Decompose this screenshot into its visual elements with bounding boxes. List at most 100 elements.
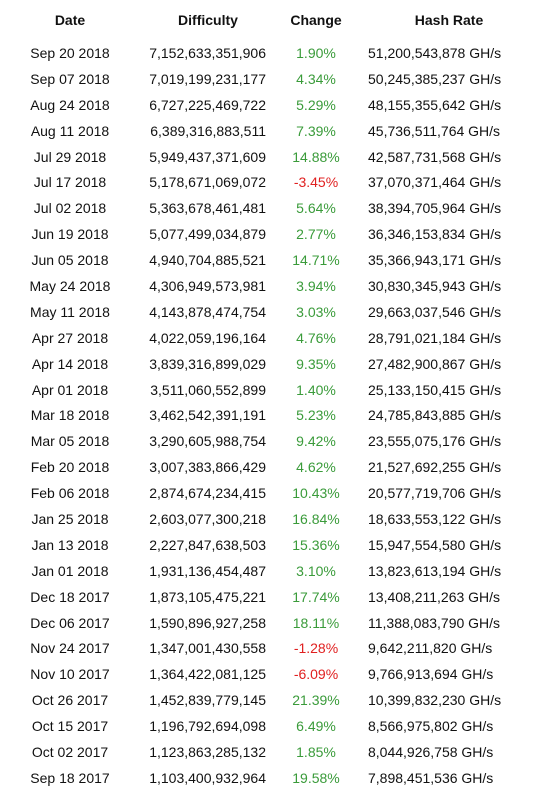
date-cell: Apr 01 2018 <box>31 381 109 398</box>
difficulty-cell: 2,603,077,300,218 <box>149 510 266 527</box>
table-row: Oct 26 2017 1,452,839,779,145 21.39% 10,399… <box>0 687 542 713</box>
hash-rate-cell: 35,366,943,171 GH/s <box>368 252 502 269</box>
date-cell: Oct 02 2017 <box>31 743 109 760</box>
table-row: Apr 27 2018 4,022,059,196,164 4.76% 28,791,… <box>0 325 542 351</box>
date-cell: Jan 01 2018 <box>31 562 109 579</box>
difficulty-cell: 3,290,605,988,754 <box>149 433 266 450</box>
difficulty-cell: 7,152,633,351,906 <box>149 44 266 61</box>
table-row: Feb 06 2018 2,874,674,234,415 10.43% 20,577… <box>0 480 542 506</box>
difficulty-cell: 1,590,896,927,258 <box>149 614 266 631</box>
date-cell: May 11 2018 <box>30 303 110 320</box>
table-row: Jan 25 2018 2,603,077,300,218 16.84% 18,633… <box>0 506 542 532</box>
hash-rate-cell: 8,044,926,758 GH/s <box>368 743 494 760</box>
hash-rate-cell: 36,346,153,834 GH/s <box>368 226 502 243</box>
hash-rate-cell: 20,577,719,706 GH/s <box>368 485 502 502</box>
date-cell: Sep 20 2018 <box>30 44 110 61</box>
column-header-date: Date <box>54 12 86 28</box>
difficulty-cell: 5,363,678,461,481 <box>149 200 266 217</box>
date-cell: Aug 24 2018 <box>30 96 110 113</box>
change-cell: 10.43% <box>292 485 340 502</box>
change-cell: 14.88% <box>292 148 340 165</box>
change-cell: -1.28% <box>293 640 339 657</box>
date-cell: Jul 17 2018 <box>33 174 107 191</box>
hash-rate-cell: 37,070,371,464 GH/s <box>368 174 502 191</box>
hash-rate-cell: 50,245,385,237 GH/s <box>368 70 502 87</box>
hash-rate-cell: 51,200,543,878 GH/s <box>368 44 502 61</box>
table-row: Oct 02 2017 1,123,863,285,132 1.85% 8,044,9… <box>0 739 542 765</box>
table-row: May 24 2018 4,306,949,573,981 3.94% 30,830,… <box>0 273 542 299</box>
date-cell: Dec 18 2017 <box>30 588 110 605</box>
difficulty-cell: 1,123,863,285,132 <box>149 743 266 760</box>
difficulty-cell: 7,019,199,231,177 <box>149 70 266 87</box>
table-row: Sep 18 2017 1,103,400,932,964 19.58% 7,898,… <box>0 765 542 791</box>
difficulty-cell: 1,873,105,475,221 <box>149 588 266 605</box>
change-cell: 7.39% <box>296 122 336 139</box>
date-cell: Jan 13 2018 <box>31 536 109 553</box>
difficulty-cell: 1,364,422,081,125 <box>149 666 266 683</box>
date-cell: Oct 26 2017 <box>31 692 109 709</box>
difficulty-cell: 5,949,437,371,609 <box>149 148 266 165</box>
table-body: Sep 20 2018 7,152,633,351,906 1.90% 51,200,… <box>0 40 542 791</box>
hash-rate-cell: 29,663,037,546 GH/s <box>368 303 502 320</box>
date-cell: Jan 25 2018 <box>31 510 109 527</box>
date-cell: Nov 24 2017 <box>30 640 110 657</box>
hash-rate-cell: 30,830,345,943 GH/s <box>368 277 502 294</box>
table-row: Feb 20 2018 3,007,383,866,429 4.62% 21,527,… <box>0 454 542 480</box>
date-cell: Jul 02 2018 <box>33 200 107 217</box>
table-row: Jul 29 2018 5,949,437,371,609 14.88% 42,587… <box>0 144 542 170</box>
hash-rate-cell: 45,736,511,764 GH/s <box>368 122 501 139</box>
date-cell: Jun 19 2018 <box>31 226 109 243</box>
date-cell: Mar 05 2018 <box>30 433 110 450</box>
change-cell: 21.39% <box>292 692 340 709</box>
table-row: Apr 01 2018 3,511,060,552,899 1.40% 25,133,… <box>0 377 542 403</box>
table-row: Dec 18 2017 1,873,105,475,221 17.74% 13,408… <box>0 584 542 610</box>
change-cell: 1.90% <box>296 44 336 61</box>
change-cell: 18.11% <box>292 614 340 631</box>
difficulty-cell: 1,452,839,779,145 <box>149 692 266 709</box>
date-cell: Sep 18 2017 <box>30 769 110 786</box>
date-cell: Dec 06 2017 <box>30 614 110 631</box>
table-row: Oct 15 2017 1,196,792,694,098 6.49% 8,566,9… <box>0 713 542 739</box>
table-row: Jan 01 2018 1,931,136,454,487 3.10% 13,823,… <box>0 558 542 584</box>
hash-rate-cell: 42,587,731,568 GH/s <box>368 148 502 165</box>
date-cell: Feb 06 2018 <box>30 485 110 502</box>
difficulty-cell: 3,007,383,866,429 <box>149 459 266 476</box>
difficulty-cell: 4,143,878,474,754 <box>149 303 266 320</box>
hash-rate-cell: 8,566,975,802 GH/s <box>368 718 494 735</box>
table-row: Aug 24 2018 6,727,225,469,722 5.29% 48,155,… <box>0 92 542 118</box>
change-cell: 5.64% <box>296 200 336 217</box>
table-header: Date Difficulty Change Hash Rate <box>0 0 542 40</box>
table-row: Aug 11 2018 6,389,316,883,511 7.39% 45,736,… <box>0 118 542 144</box>
date-cell: Jul 29 2018 <box>33 148 107 165</box>
header-row: Date Difficulty Change Hash Rate <box>0 0 542 40</box>
hash-rate-cell: 11,388,083,790 GH/s <box>368 614 501 631</box>
change-cell: 5.23% <box>296 407 336 424</box>
change-cell: 1.40% <box>296 381 336 398</box>
hash-rate-cell: 9,642,211,820 GH/s <box>368 640 493 657</box>
hash-rate-cell: 21,527,692,255 GH/s <box>368 459 502 476</box>
date-cell: Apr 27 2018 <box>31 329 109 346</box>
change-cell: -3.45% <box>293 174 339 191</box>
table-row: Jul 02 2018 5,363,678,461,481 5.64% 38,394,… <box>0 195 542 221</box>
change-cell: 9.35% <box>296 355 336 372</box>
difficulty-cell: 1,931,136,454,487 <box>149 562 266 579</box>
date-cell: Feb 20 2018 <box>30 459 110 476</box>
change-cell: 3.94% <box>296 277 336 294</box>
table-row: Dec 06 2017 1,590,896,927,258 18.11% 11,388… <box>0 610 542 636</box>
difficulty-cell: 3,839,316,899,029 <box>149 355 266 372</box>
hash-rate-cell: 13,408,211,263 GH/s <box>368 588 501 605</box>
difficulty-cell: 1,103,400,932,964 <box>149 769 266 786</box>
difficulty-cell: 2,874,674,234,415 <box>149 485 266 502</box>
table-row: Mar 18 2018 3,462,542,391,191 5.23% 24,785,… <box>0 402 542 428</box>
table-row: Nov 24 2017 1,347,001,430,558 -1.28% 9,642,… <box>0 635 542 661</box>
difficulty-cell: 6,727,225,469,722 <box>149 96 266 113</box>
table-row: Jun 05 2018 4,940,704,885,521 14.71% 35,366… <box>0 247 542 273</box>
date-cell: Nov 10 2017 <box>30 666 110 683</box>
hash-rate-cell: 18,633,553,122 GH/s <box>368 510 502 527</box>
difficulty-cell: 6,389,316,883,511 <box>150 122 266 139</box>
change-cell: 3.10% <box>296 562 336 579</box>
difficulty-cell: 3,462,542,391,191 <box>149 407 266 424</box>
hash-rate-cell: 24,785,843,885 GH/s <box>368 407 502 424</box>
difficulty-cell: 4,022,059,196,164 <box>149 329 266 346</box>
change-cell: 5.29% <box>296 96 336 113</box>
